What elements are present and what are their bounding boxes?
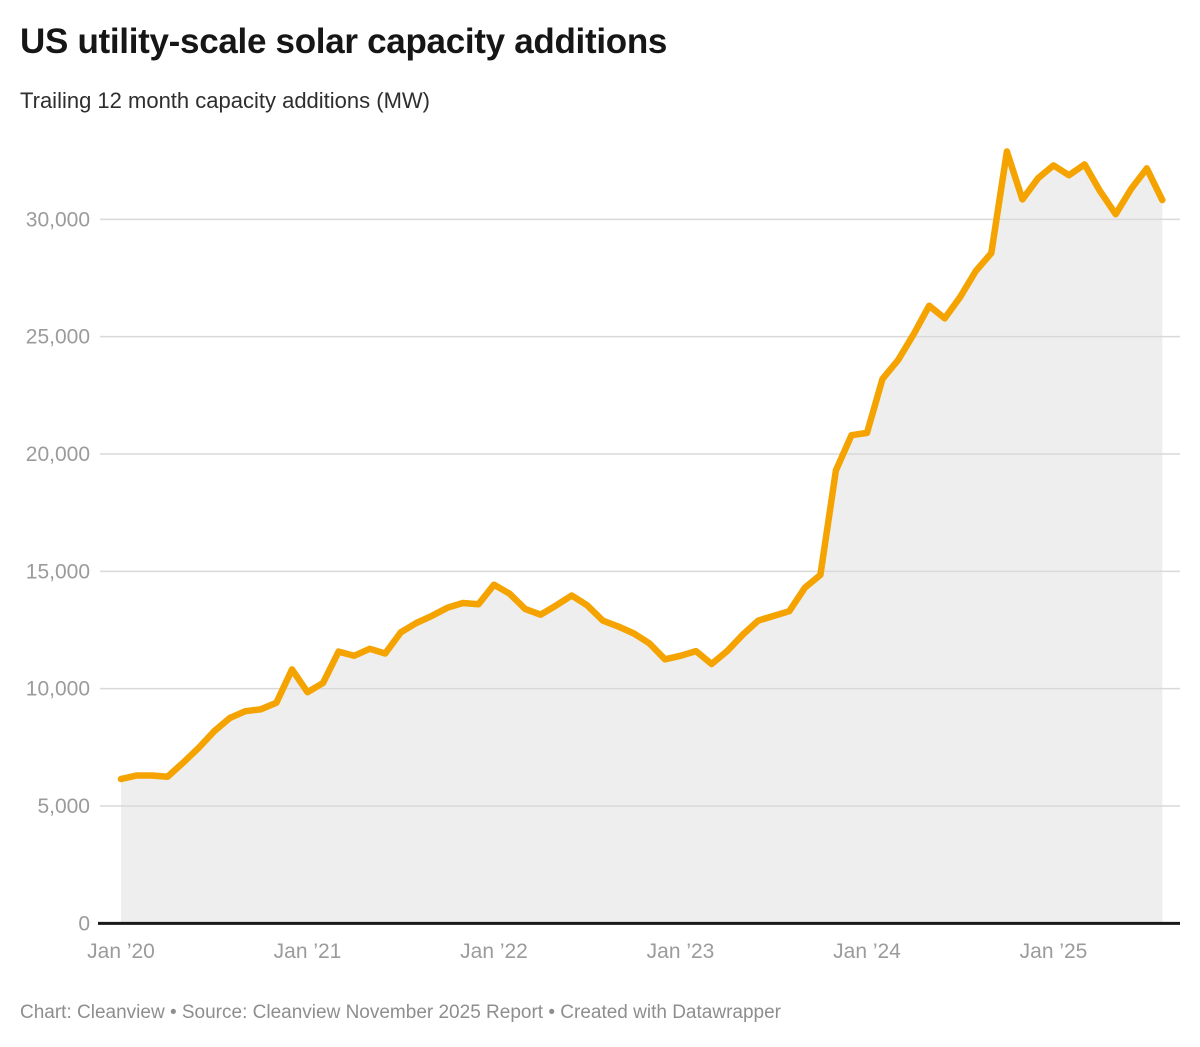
x-axis-tick-label: Jan ’25 (1020, 940, 1088, 963)
y-axis-tick-label: 25,000 (26, 326, 90, 349)
y-axis-tick-label: 20,000 (26, 443, 90, 466)
y-axis-tick-label: 5,000 (37, 795, 90, 818)
solar-capacity-line-series (117, 148, 1166, 783)
x-axis-tick-label: Jan ’23 (647, 940, 715, 963)
y-axis-tick-label: 0 (78, 912, 90, 935)
x-axis-tick-label: Jan ’21 (274, 940, 342, 963)
x-axis-tick-label: Jan ’20 (87, 940, 155, 963)
x-axis-tick-label: Jan ’22 (460, 940, 528, 963)
y-axis-tick-label: 30,000 (26, 208, 90, 231)
y-axis-tick-label: 10,000 (26, 678, 90, 701)
y-axis-tick-label: 15,000 (26, 560, 90, 583)
area-fill (121, 151, 1163, 924)
x-axis-tick-label: Jan ’24 (833, 940, 901, 963)
chart-subtitle: Trailing 12 month capacity additions (MW… (20, 88, 431, 113)
chart-title: US utility-scale solar capacity addition… (20, 22, 668, 61)
chart-footer-credit: Chart: Cleanview • Source: Cleanview Nov… (20, 1002, 781, 1023)
